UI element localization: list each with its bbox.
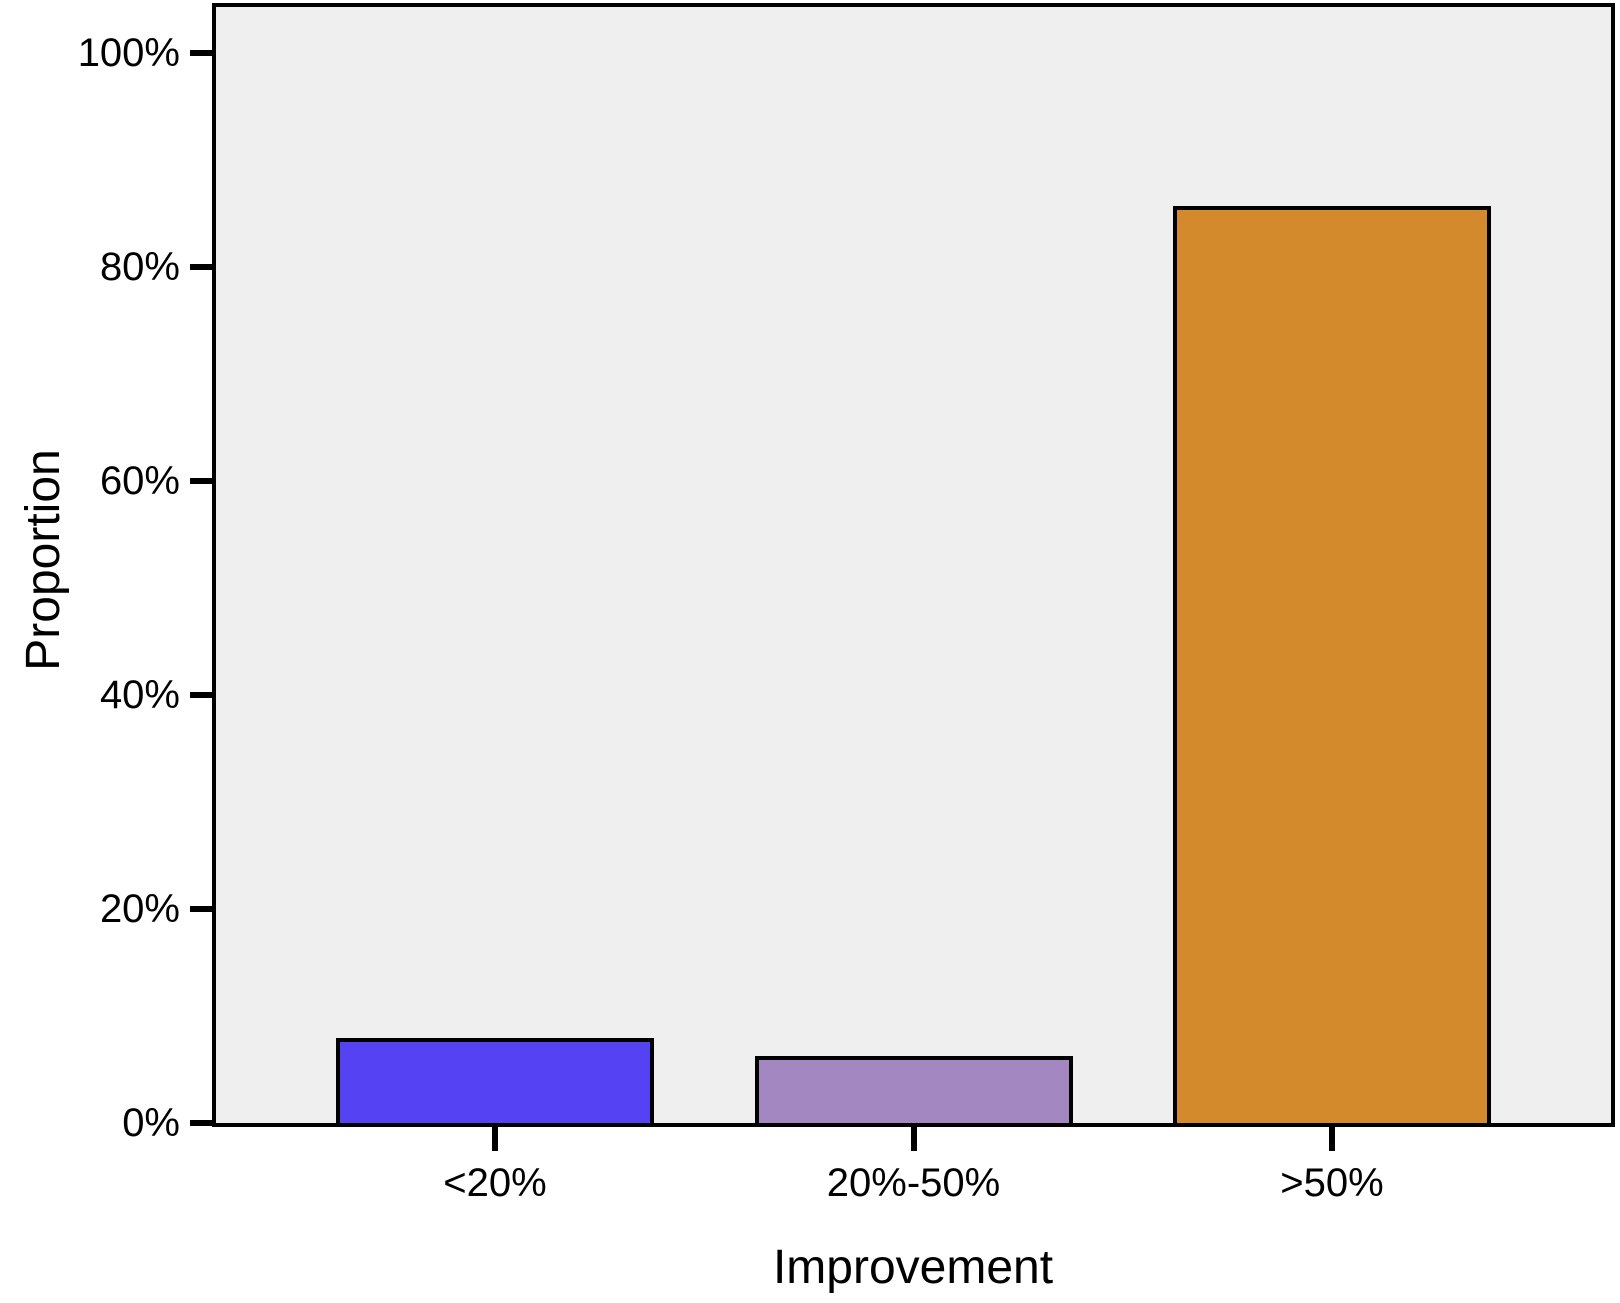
x-tick-mark <box>1329 1127 1335 1151</box>
y-tick-label: 80% <box>99 245 180 290</box>
y-tick-mark <box>190 264 216 271</box>
y-tick-mark <box>190 50 216 57</box>
plot-area: 0% 20% 40% 60% 80% 100% <20% 20%-50% >50% <box>78 3 1615 1203</box>
y-tick-mark <box>190 906 216 913</box>
y-tick-mark <box>190 1120 216 1126</box>
y-axis-title: Proportion <box>17 449 70 671</box>
bar-2050 <box>754 1055 1073 1123</box>
y-tick-label: 100% <box>77 31 180 76</box>
y-tick-label: 0% <box>122 1101 180 1145</box>
y-tick-label: 40% <box>99 673 180 718</box>
y-tick-label: 60% <box>99 459 180 504</box>
x-tick-mark <box>492 1127 498 1151</box>
x-category-label: 20%-50% <box>826 1161 1001 1205</box>
bar-50 <box>1173 206 1491 1123</box>
bar-20 <box>336 1038 654 1123</box>
x-axis-title: Improvement <box>772 1241 1054 1294</box>
y-tick-mark <box>190 692 216 699</box>
x-category-label: >50% <box>1280 1161 1384 1205</box>
x-category-label: <20% <box>443 1161 547 1205</box>
y-tick-label: 20% <box>99 887 180 932</box>
x-tick-mark <box>910 1127 917 1151</box>
y-tick-mark <box>190 478 216 485</box>
